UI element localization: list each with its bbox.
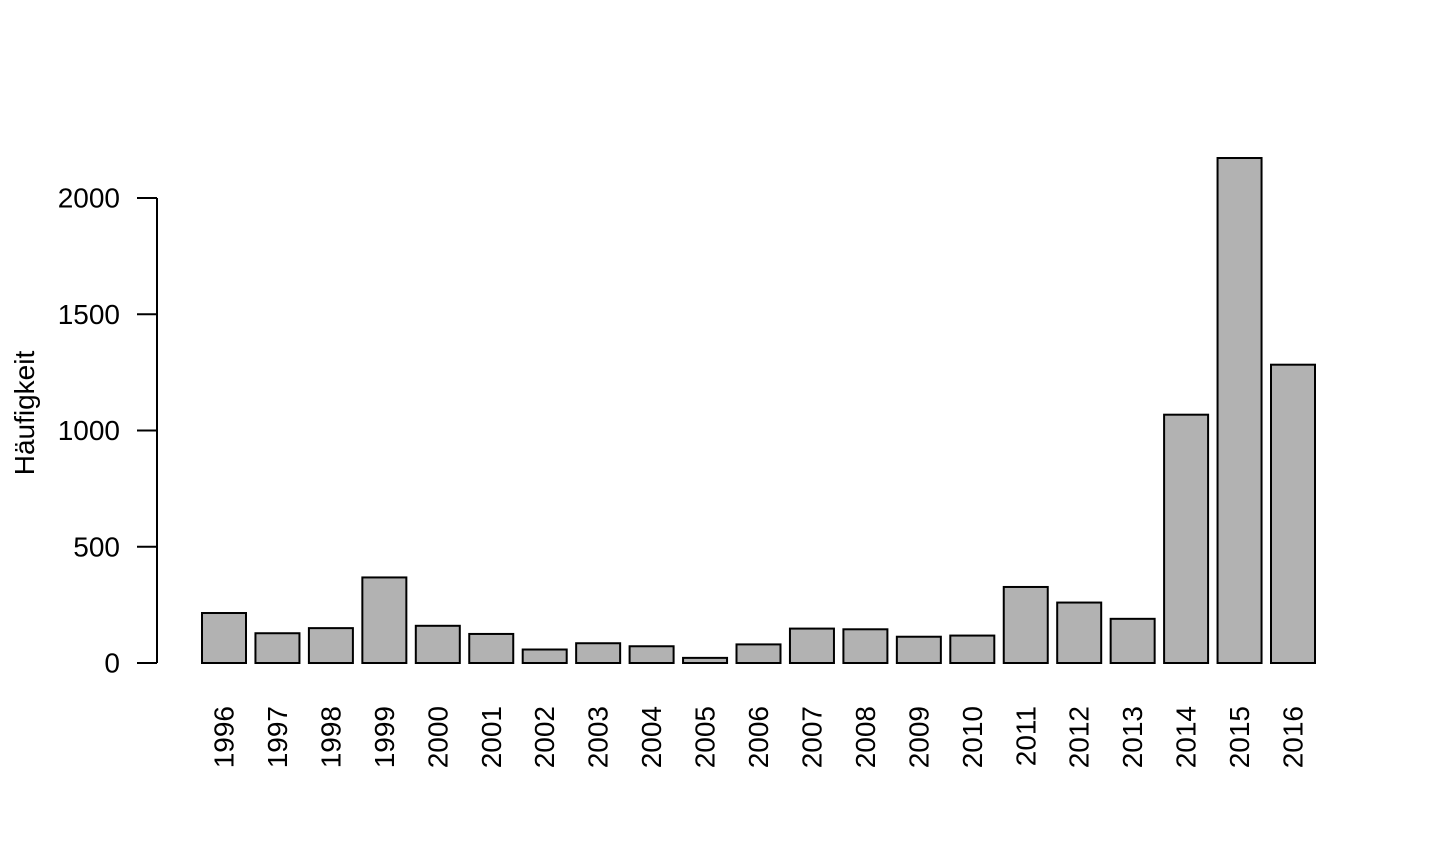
x-tick-label-1996: 1996	[209, 706, 240, 768]
x-tick-label-2009: 2009	[903, 706, 934, 768]
bar-2003	[575, 642, 622, 664]
bar-2007	[788, 627, 835, 665]
x-tick-label-2014: 2014	[1171, 706, 1202, 768]
bar-2013	[1109, 617, 1156, 665]
bar-2014	[1163, 413, 1210, 664]
x-tick-label-2004: 2004	[636, 706, 667, 768]
bar-2016	[1270, 363, 1316, 664]
bar-2015	[1216, 157, 1263, 664]
x-tick-label-2016: 2016	[1278, 706, 1309, 768]
y-axis: 0 500 1000 1500 2000	[58, 183, 158, 679]
x-tick-label-2012: 2012	[1064, 706, 1095, 768]
y-tick-label: 0	[104, 648, 120, 679]
x-tick-label-2002: 2002	[529, 706, 560, 768]
x-tick-label-2008: 2008	[850, 706, 881, 768]
bar-2004	[628, 645, 675, 665]
bar-2002	[521, 648, 568, 665]
y-tick-label: 500	[73, 531, 120, 562]
bar-2012	[1056, 601, 1103, 664]
x-tick-label-2007: 2007	[796, 706, 827, 768]
bar-2010	[949, 634, 996, 665]
bar-1997	[254, 632, 301, 664]
x-tick-label-2013: 2013	[1117, 706, 1148, 768]
bar-2001	[468, 632, 515, 665]
bar-2005	[682, 656, 729, 665]
bars	[201, 157, 1316, 665]
x-axis-labels: 1996 1997 1998 1999 2000 2001 2002 2003 2004 2005…	[209, 706, 1309, 768]
x-tick-label-2015: 2015	[1224, 706, 1255, 768]
bar-2006	[735, 643, 782, 665]
x-tick-label-2003: 2003	[583, 706, 614, 768]
y-tick-label: 1500	[58, 299, 120, 330]
x-tick-label-2005: 2005	[690, 706, 721, 768]
x-tick-label-1999: 1999	[369, 706, 400, 768]
bar-2008	[842, 628, 889, 664]
bar-1999	[361, 576, 408, 664]
bar-2009	[895, 635, 942, 664]
x-tick-label-1997: 1997	[262, 706, 293, 768]
bar-2000	[414, 624, 461, 664]
bar-1996	[201, 612, 247, 665]
x-tick-label-2006: 2006	[743, 706, 774, 768]
bar-1998	[307, 627, 354, 665]
x-tick-label-2011: 2011	[1010, 706, 1041, 766]
x-tick-label-2010: 2010	[957, 706, 988, 768]
y-tick-label: 2000	[58, 183, 120, 214]
x-tick-label-2001: 2001	[476, 706, 507, 768]
y-axis-label: Häufigkeit	[9, 351, 40, 476]
x-tick-label-1998: 1998	[315, 706, 346, 768]
y-tick-label: 1000	[58, 415, 120, 446]
bar-2011	[1002, 585, 1049, 664]
x-tick-label-2000: 2000	[422, 706, 453, 768]
